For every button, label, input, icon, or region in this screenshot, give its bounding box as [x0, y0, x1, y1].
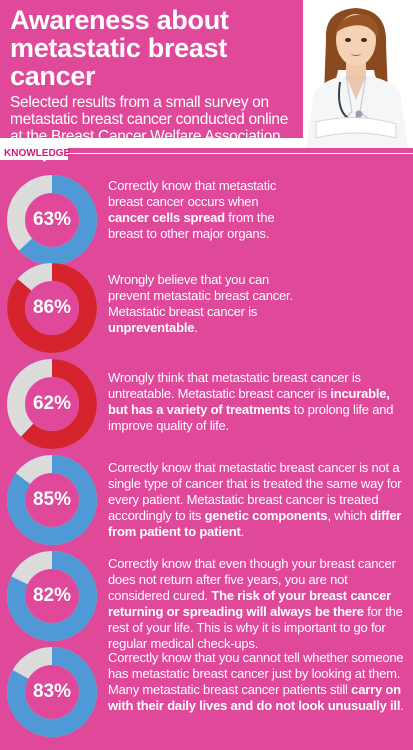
- text-part: Wrongly think that metastatic breast can…: [108, 370, 361, 401]
- stat-description: Wrongly think that metastatic breast can…: [108, 370, 406, 434]
- percent-label: 62%: [32, 393, 72, 414]
- stat-description: Wrongly believe that you can prevent met…: [108, 272, 303, 336]
- text-part: Wrongly believe that you can prevent met…: [108, 272, 293, 319]
- donut-value-arc: [7, 455, 97, 545]
- text-part: .: [240, 524, 245, 539]
- stat-description: Correctly know that you cannot tell whet…: [108, 650, 406, 714]
- percent-label: 82%: [32, 585, 72, 606]
- highlight-text: genetic components: [204, 508, 328, 523]
- text-part: Correctly know that even though your bre…: [108, 556, 396, 603]
- page-title: Awareness about metastatic breast cancer: [10, 6, 295, 90]
- stat-description: Correctly know that metastatic breast ca…: [108, 178, 298, 242]
- text-part: , which: [327, 508, 370, 523]
- donut-chart: 82%: [6, 550, 98, 642]
- percent-label: 86%: [32, 297, 72, 318]
- highlight-text: incurable, but has a variety of treatmen…: [108, 386, 390, 417]
- highlight-text: differ from patient to patient: [108, 508, 402, 539]
- percent-label: 83%: [32, 681, 72, 702]
- donut-chart: 83%: [6, 646, 98, 738]
- donut-chart: 85%: [6, 454, 98, 546]
- section-bar: [0, 148, 413, 160]
- section-label: KNOWLEDGE: [0, 148, 70, 160]
- highlight-text: unpreventable: [108, 320, 195, 335]
- text-part: Correctly know that you cannot tell whet…: [108, 650, 404, 697]
- donut-chart: 62%: [6, 358, 98, 450]
- highlight-text: carry on with their daily lives and do n…: [108, 682, 401, 713]
- percent-label: 63%: [32, 209, 72, 230]
- text-part: Correctly know that metastatic breast ca…: [108, 460, 402, 523]
- donut-chart: 63%: [6, 174, 98, 266]
- stat-description: Correctly know that even though your bre…: [108, 556, 406, 652]
- text-part: Correctly know that metastatic breast ca…: [108, 178, 277, 209]
- donut-value-arc: [7, 175, 97, 265]
- doctor-illustration: [296, 0, 413, 148]
- donut-value-arc: [7, 359, 97, 449]
- title-line-2: metastatic breast cancer: [10, 33, 228, 91]
- text-part: from the breast to other major organs.: [108, 210, 275, 241]
- highlight-text: The risk of your breast cancer returning…: [108, 588, 392, 619]
- title-line-1: Awareness about: [10, 5, 229, 35]
- text-part: .: [400, 698, 404, 713]
- text-part: to prolong life and improve quality of l…: [108, 402, 394, 433]
- text-part: .: [194, 320, 198, 335]
- header: Awareness about metastatic breast cancer…: [0, 0, 413, 162]
- donut-value-arc: [7, 263, 97, 353]
- stat-description: Correctly know that metastatic breast ca…: [108, 460, 406, 540]
- text-part: for the rest of your life. This is why i…: [108, 604, 403, 651]
- title-box: Awareness about metastatic breast cancer…: [0, 0, 303, 162]
- donut-value-arc: [7, 551, 97, 641]
- highlight-text: cancer cells spread: [108, 210, 225, 225]
- percent-label: 85%: [32, 489, 72, 510]
- donut-value-arc: [7, 647, 97, 737]
- donut-chart: 86%: [6, 262, 98, 354]
- section-divider: [68, 153, 413, 154]
